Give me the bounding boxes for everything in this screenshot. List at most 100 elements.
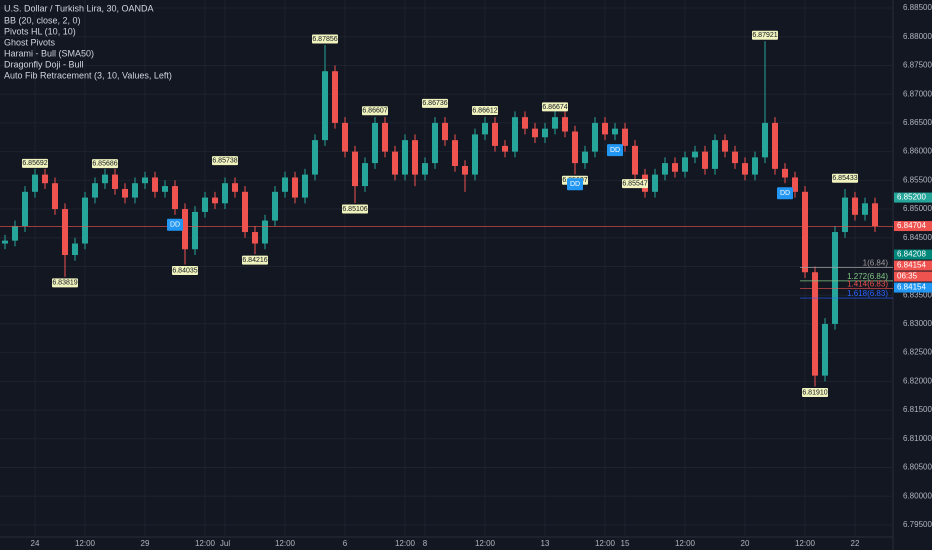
candle-body — [82, 197, 88, 244]
x-tick-label: Jul — [220, 539, 230, 548]
x-tick-label: 22 — [851, 539, 860, 548]
candle-body — [162, 186, 168, 192]
candle-body — [202, 197, 208, 212]
candle-body — [792, 177, 798, 192]
candle-body — [622, 128, 628, 146]
candle-body — [392, 151, 398, 175]
dragonfly-doji-marker — [167, 218, 183, 231]
y-tick-label: 6.88500 — [903, 3, 932, 12]
dragonfly-doji-label: DD — [610, 147, 620, 154]
dragonfly-doji-label: DD — [780, 190, 790, 197]
legend-entry: Ghost Pivots — [4, 37, 56, 47]
candle-body — [402, 140, 408, 175]
legend-entry: Harami - Bull (SMA50) — [4, 48, 94, 58]
pivot-label: 6.85106 — [342, 206, 367, 213]
candle-body — [352, 151, 358, 187]
price-badge — [894, 221, 932, 232]
pivot-label: 6.85692 — [22, 160, 47, 167]
x-tick-label: 6 — [343, 539, 348, 548]
price-badge — [894, 271, 932, 282]
candle-body — [832, 232, 838, 324]
candle-body — [22, 191, 28, 227]
candle-body — [482, 122, 488, 135]
pivot-label-box — [752, 30, 778, 40]
candle-body — [192, 211, 198, 250]
candle-body — [92, 183, 98, 198]
candle-body — [272, 191, 278, 221]
y-tick-label: 6.83000 — [903, 319, 932, 328]
fib-label: 1.618(6.83) — [847, 289, 888, 298]
candle-body — [712, 140, 718, 169]
candle-body — [332, 71, 338, 123]
candle-body — [522, 117, 528, 129]
x-tick-label: 12:00 — [475, 539, 496, 548]
candle-body — [872, 203, 878, 227]
candle-body — [572, 131, 578, 164]
pivot-label-box — [802, 388, 828, 398]
candle-body — [312, 140, 318, 175]
candle-body — [862, 203, 868, 215]
candle-body — [612, 128, 618, 135]
candle-body — [62, 209, 68, 256]
y-tick-label: 6.86500 — [903, 118, 932, 127]
legend-entry: Pivots HL (10, 10) — [4, 26, 76, 36]
grid — [0, 0, 893, 537]
pivot-label: 6.86607 — [362, 108, 387, 115]
pivot-label: 6.85686 — [92, 161, 117, 168]
x-tick-label: 29 — [141, 539, 150, 548]
y-tick-label: 6.87500 — [903, 61, 932, 70]
y-tick-label: 6.86000 — [903, 147, 932, 156]
pivot-label: 6.85547 — [622, 180, 647, 187]
candle-body — [772, 122, 778, 169]
candle-body — [232, 183, 238, 192]
candle-body — [292, 177, 298, 198]
candle-body — [132, 183, 138, 198]
candle-body — [2, 240, 8, 244]
y-tick-label: 6.81500 — [903, 405, 932, 414]
pivot-label: 6.87856 — [312, 36, 337, 43]
pivot-label: 6.86612 — [472, 107, 497, 114]
y-tick-label: 6.79500 — [903, 520, 932, 529]
candle-body — [662, 163, 668, 175]
x-tick-label: 8 — [423, 539, 428, 548]
pivot-label-box — [342, 204, 368, 214]
candle-body — [512, 117, 518, 152]
dragonfly-doji-label: DD — [570, 181, 580, 188]
candle-body — [102, 174, 108, 184]
candle-body — [212, 197, 218, 204]
pivot-label-box — [542, 102, 568, 112]
x-tick-label: 15 — [621, 539, 630, 548]
candle-body — [842, 197, 848, 233]
candle-body — [452, 140, 458, 166]
candle-body — [222, 183, 228, 204]
y-tick-label: 6.84500 — [903, 233, 932, 242]
candle-body — [172, 186, 178, 210]
pivot-label-box — [622, 179, 648, 189]
candle-body — [42, 174, 48, 184]
pivot-label-box — [242, 255, 268, 265]
candle-body — [762, 122, 768, 158]
price-badge — [894, 260, 932, 271]
x-tick-label: 12:00 — [595, 539, 616, 548]
candle-body — [472, 134, 478, 175]
candle-body — [702, 151, 708, 169]
price-badge-label: 06:35 — [897, 272, 918, 281]
y-tick-label: 6.82000 — [903, 376, 932, 385]
pivot-label-box — [832, 173, 858, 183]
candle-body — [602, 122, 608, 135]
y-tick-label: 6.87000 — [903, 89, 932, 98]
fib-label: 1.414(6.83) — [847, 279, 888, 288]
candle-body — [182, 209, 188, 250]
pivot-label-box — [52, 278, 78, 288]
candle-body — [372, 122, 378, 164]
dragonfly-doji-label: DD — [170, 222, 180, 229]
y-tick-label: 6.80000 — [903, 491, 932, 500]
legend-entry: Auto Fib Retracement (3, 10, Values, Lef… — [4, 70, 172, 80]
pivot-label: 6.81910 — [802, 389, 827, 396]
x-tick-label: 12:00 — [75, 539, 96, 548]
candle-body — [362, 163, 368, 187]
price-badge — [894, 192, 932, 203]
pivot-label: 6.87921 — [752, 32, 777, 39]
candle-body — [412, 140, 418, 175]
